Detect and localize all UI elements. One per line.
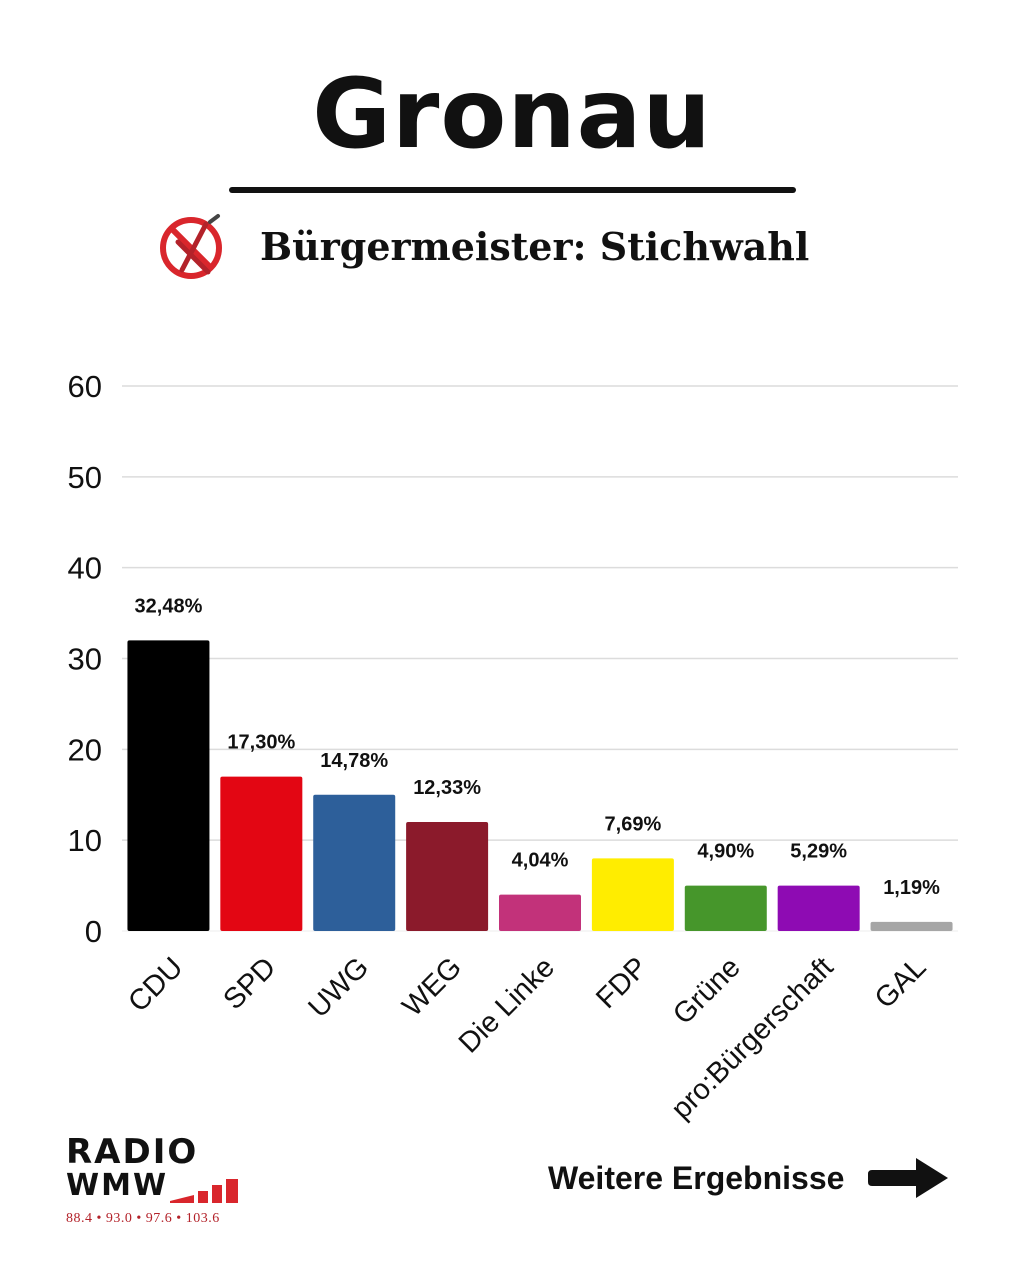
x-tick-label: GAL: [869, 951, 933, 1015]
x-tick-label: CDU: [122, 951, 189, 1018]
x-tick-label: FDP: [590, 951, 654, 1015]
chart-subtitle: Bürgermeister: Stichwahl: [260, 223, 810, 269]
x-tick-label: WEG: [396, 951, 468, 1023]
bar-chart: 0 10 20 30 40 50 60 32,48% CDU 17,30% SPD 14,78% UWG…: [68, 369, 958, 1126]
y-tick-label: 50: [68, 460, 102, 495]
more-results-label: Weitere Ergebnisse: [548, 1159, 845, 1196]
title-underline: [229, 187, 796, 193]
bar-weg: [406, 822, 489, 931]
bar-fdp: [591, 858, 674, 931]
bar-uwg: [313, 794, 396, 931]
radio-wmw-logo: RADIO WMW 88.4 • 93.0 • 97.6 • 103.6: [66, 1135, 256, 1235]
y-tick-label: 0: [85, 914, 102, 949]
y-tick-label: 10: [68, 823, 102, 858]
data-label: 1,19%: [883, 877, 940, 899]
bar-cdu: [127, 640, 210, 931]
more-results-link[interactable]: Weitere Ergebnisse: [548, 1155, 950, 1201]
data-label: 4,04%: [512, 850, 569, 872]
page-title: Gronau: [312, 58, 712, 170]
y-tick-label: 30: [68, 642, 102, 677]
data-label: 4,90%: [697, 841, 754, 863]
x-tick-label: Die Linke: [453, 951, 561, 1059]
signal-bars-icon: [170, 1179, 238, 1203]
bar-gr-ne: [684, 885, 767, 931]
x-tick-label: UWG: [302, 951, 375, 1024]
logo-frequencies: 88.4 • 93.0 • 97.6 • 103.6: [66, 1211, 220, 1226]
bar-die-linke: [499, 894, 581, 931]
x-tick-label: pro:Bürgerschaft: [665, 951, 839, 1125]
subtitle-row: Bürgermeister: Stichwahl: [158, 208, 809, 284]
data-label: 14,78%: [320, 750, 388, 772]
y-tick-label: 20: [68, 732, 102, 767]
data-label: 5,29%: [790, 841, 847, 863]
y-tick-label: 40: [68, 551, 102, 586]
data-label: 17,30%: [227, 732, 295, 754]
y-tick-label: 60: [68, 369, 102, 404]
logo-text-wmw: WMW: [66, 1168, 169, 1203]
data-label: 7,69%: [605, 813, 662, 835]
x-tick-label: Grüne: [667, 951, 747, 1031]
bar-pro-b-rgerschaft: [777, 885, 860, 931]
data-label: 32,48%: [135, 595, 203, 617]
crossed-ballot-circle-icon: [160, 214, 222, 279]
data-label: 12,33%: [413, 777, 481, 799]
logo-text-radio: RADIO: [66, 1132, 199, 1172]
bar-spd: [220, 776, 303, 931]
x-tick-label: SPD: [217, 951, 282, 1016]
bar-gal: [870, 921, 953, 931]
arrow-right-icon: [868, 1158, 949, 1198]
